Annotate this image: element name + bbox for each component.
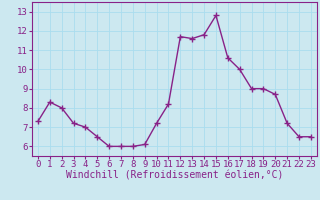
X-axis label: Windchill (Refroidissement éolien,°C): Windchill (Refroidissement éolien,°C) bbox=[66, 171, 283, 181]
